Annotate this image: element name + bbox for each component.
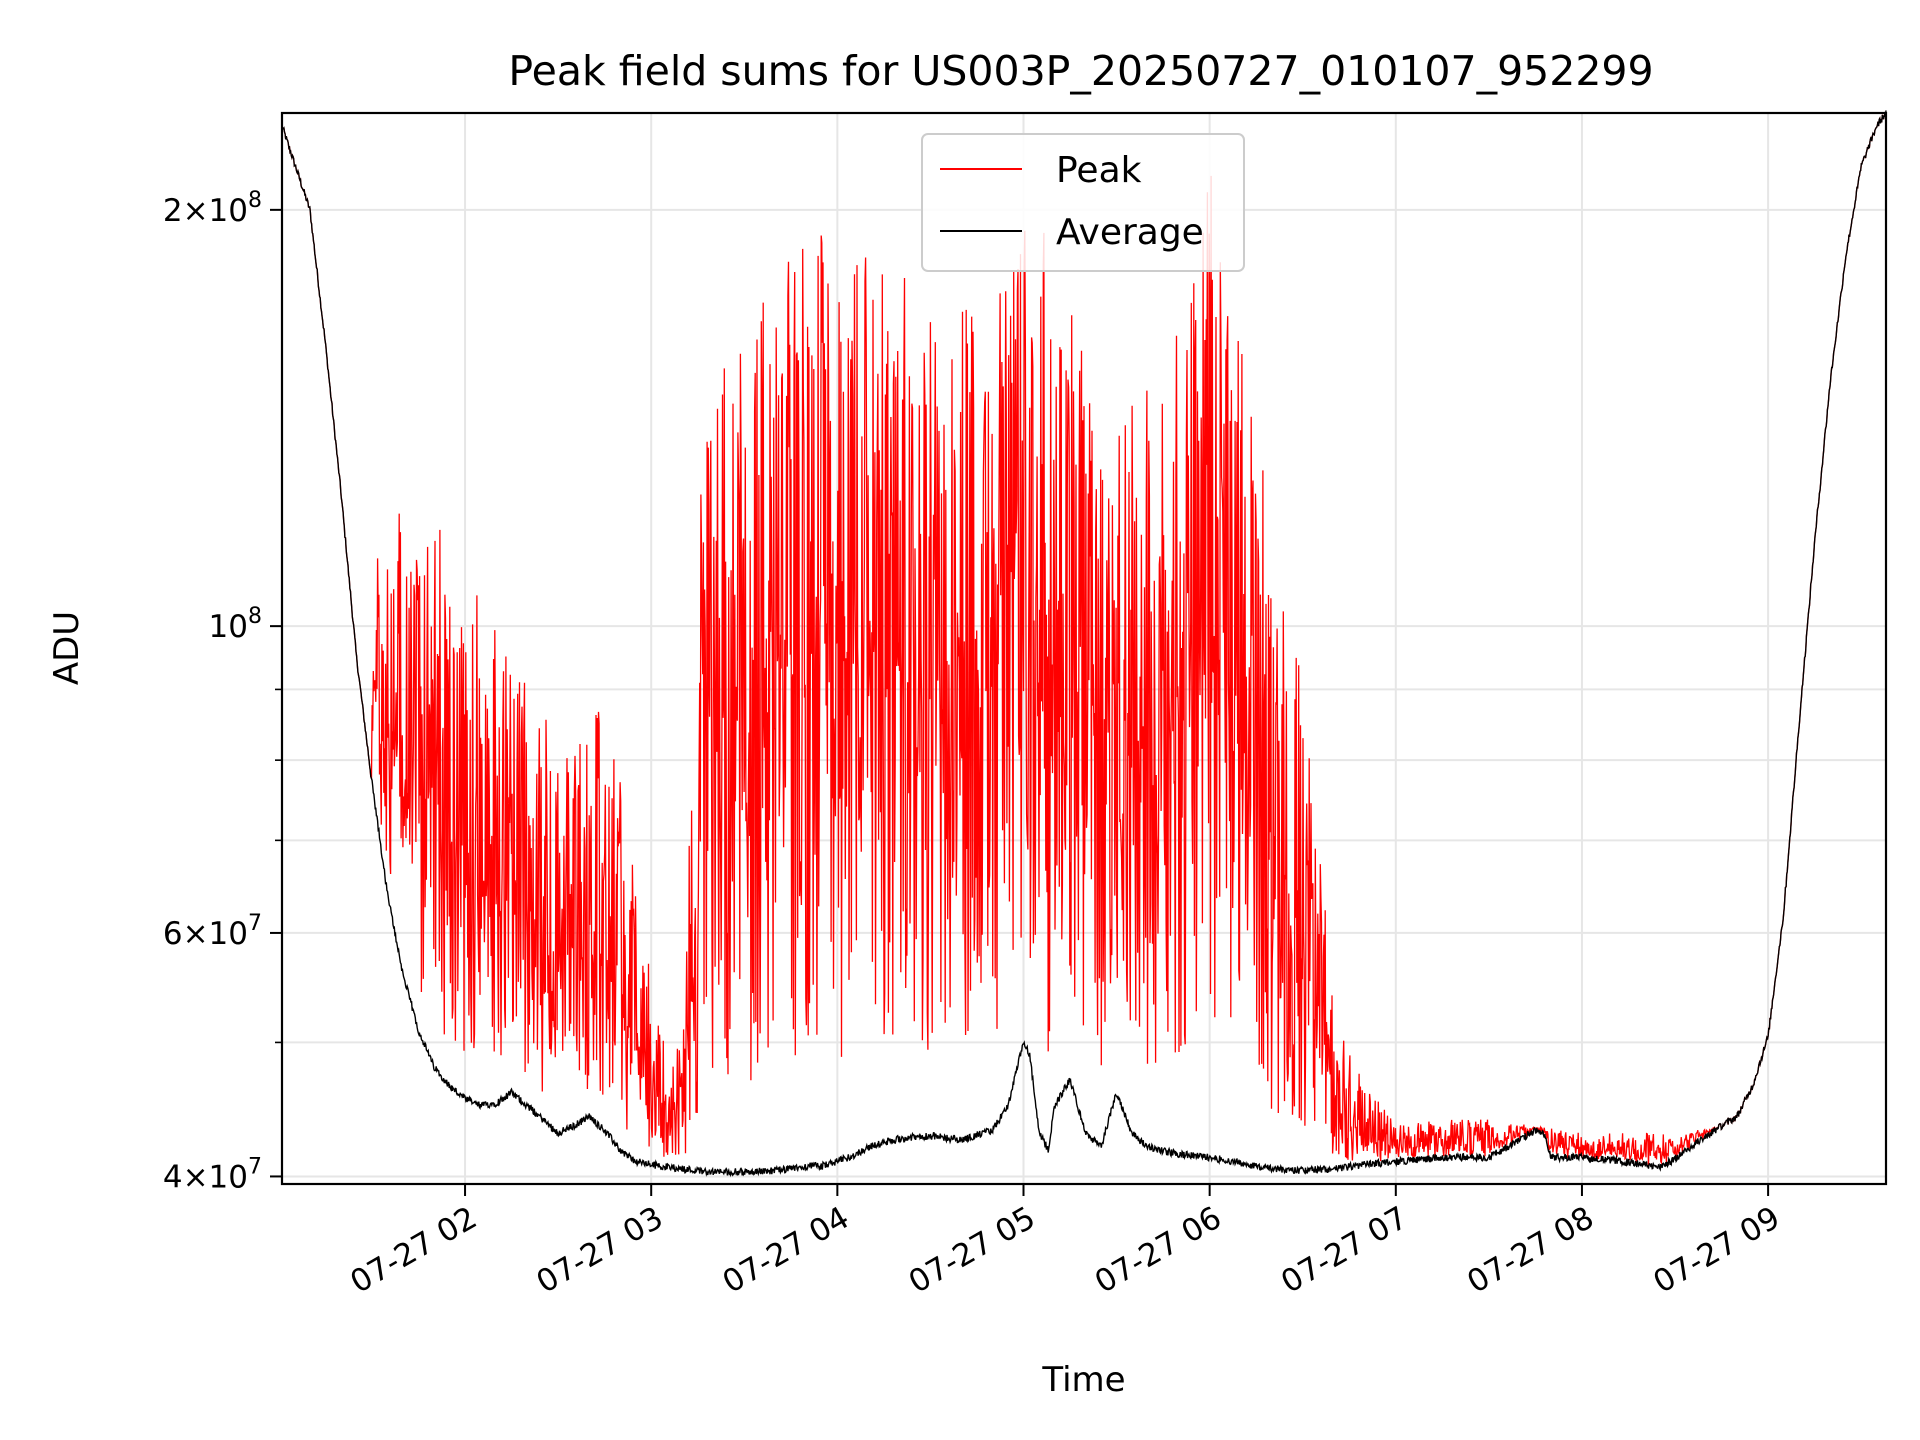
y-tick-label: 2×108 xyxy=(163,188,262,229)
x-tick-label: 07-27 06 xyxy=(1089,1200,1228,1301)
x-tick-label: 07-27 02 xyxy=(344,1200,483,1301)
x-tick-label: 07-27 07 xyxy=(1275,1200,1414,1301)
y-tick-label: 6×107 xyxy=(163,911,262,952)
x-tick-label: 07-27 08 xyxy=(1461,1200,1600,1301)
y-tick-label: 4×107 xyxy=(163,1154,262,1195)
y-axis: 4×107 6×107 108 2×108 xyxy=(163,188,282,1195)
x-tick-label: 07-27 03 xyxy=(530,1200,669,1301)
average-series-line xyxy=(281,110,1887,1178)
peak-series-line xyxy=(281,111,1887,1167)
x-tick-label: 07-27 04 xyxy=(717,1200,856,1301)
legend-peak-label: Peak xyxy=(1056,150,1142,191)
y-axis-label: ADU xyxy=(47,611,87,685)
x-axis: 07-27 02 07-27 03 07-27 04 07-27 05 07-27 06… xyxy=(344,1184,1786,1301)
x-tick-label: 07-27 05 xyxy=(903,1200,1042,1301)
legend-average-label: Average xyxy=(1056,212,1204,253)
x-tick-label: 07-27 09 xyxy=(1647,1200,1786,1301)
y-tick-label: 108 xyxy=(209,604,262,645)
legend: Peak Average xyxy=(921,133,1245,272)
plot-frame xyxy=(280,111,1888,1186)
chart-title: Peak field sums for US003P_20250727_0101… xyxy=(508,47,1653,95)
x-axis-label: Time xyxy=(1041,1360,1125,1400)
plot-area xyxy=(281,110,1887,1178)
